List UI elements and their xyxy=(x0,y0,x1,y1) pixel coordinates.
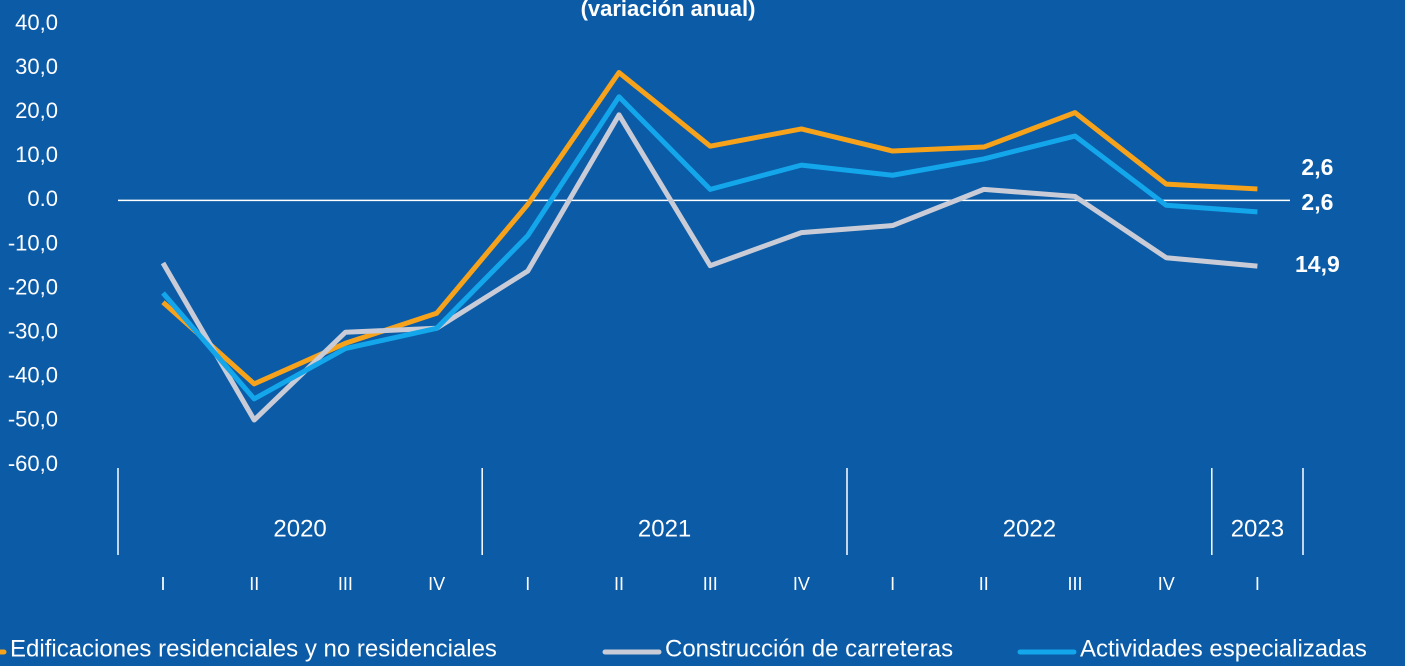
y-tick-label: 40,0 xyxy=(15,10,58,35)
legend-label: Edificaciones residenciales y no residen… xyxy=(10,635,497,662)
x-tick-label: I xyxy=(890,574,895,594)
y-tick-label: -10,0 xyxy=(8,230,58,255)
year-label: 2021 xyxy=(638,515,691,542)
data-label: 14,9 xyxy=(1295,251,1340,277)
y-tick-label: 0.0 xyxy=(27,186,58,211)
data-label: 2,6 xyxy=(1301,154,1333,180)
y-tick-label: 10,0 xyxy=(15,142,58,167)
year-label: 2023 xyxy=(1231,515,1284,542)
x-tick-label: III xyxy=(338,574,353,594)
y-tick-label: 30,0 xyxy=(15,54,58,79)
x-tick-label: IV xyxy=(428,574,445,594)
legend-label: Actividades especializadas xyxy=(1080,635,1367,662)
x-tick-label: I xyxy=(1255,574,1260,594)
chart-title: (variación anual) xyxy=(581,0,756,21)
x-tick-label: II xyxy=(979,574,989,594)
x-tick-label: II xyxy=(614,574,624,594)
x-tick-label: II xyxy=(249,574,259,594)
legend-label: Construcción de carreteras xyxy=(665,635,953,662)
x-tick-label: IV xyxy=(1158,574,1175,594)
x-tick-label: I xyxy=(160,574,165,594)
series-line xyxy=(160,112,1258,423)
year-label: 2022 xyxy=(1003,515,1056,542)
y-tick-label: -40,0 xyxy=(8,363,58,388)
y-tick-label: -50,0 xyxy=(8,407,58,432)
series-line xyxy=(161,70,1258,387)
y-tick-label: 20,0 xyxy=(15,98,58,123)
y-tick-label: -30,0 xyxy=(8,319,58,344)
x-tick-label: IV xyxy=(793,574,810,594)
data-label: 2,6 xyxy=(1301,189,1333,215)
series-line xyxy=(161,94,1258,402)
x-tick-label: III xyxy=(703,574,718,594)
x-tick-label: I xyxy=(525,574,530,594)
x-tick-label: III xyxy=(1067,574,1082,594)
year-label: 2020 xyxy=(273,515,326,542)
y-tick-label: -60,0 xyxy=(8,451,58,476)
y-tick-label: -20,0 xyxy=(8,274,58,299)
